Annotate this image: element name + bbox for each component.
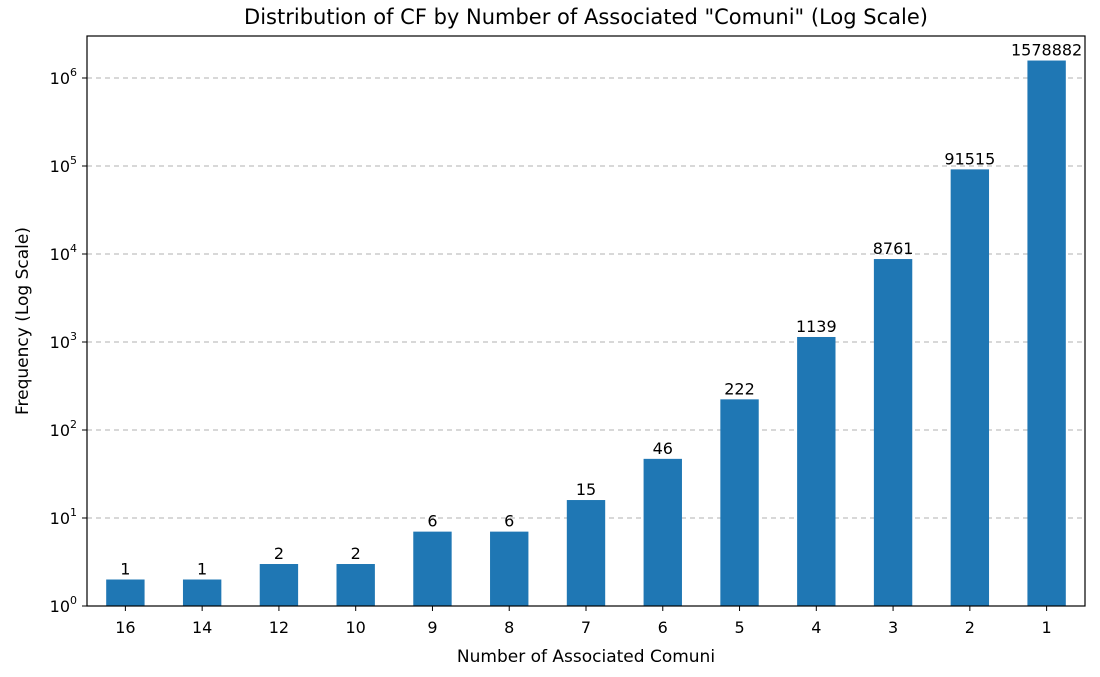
x-tick-label: 5 (734, 618, 744, 637)
bar (336, 564, 375, 606)
y-tick-label: 102 (50, 418, 77, 440)
bar (182, 579, 222, 606)
x-tick-label: 4 (811, 618, 821, 637)
x-tick-label: 14 (192, 618, 212, 637)
bar (566, 500, 606, 606)
x-axis-ticks: 16 14 12 10 9 8 7 6 5 4 3 2 1 (115, 606, 1052, 637)
bar (413, 531, 452, 606)
x-axis-title: Number of Associated Comuni (457, 647, 715, 667)
bar-value-label: 2 (274, 544, 284, 563)
bar-value-label: 6 (504, 512, 514, 531)
y-tick-label: 103 (50, 330, 77, 352)
x-tick-label: 3 (888, 618, 898, 637)
bar-value-label: 91515 (944, 149, 995, 168)
grid-lines (87, 77, 1085, 519)
x-tick-label: 8 (504, 618, 514, 637)
y-tick-label: 104 (50, 242, 77, 264)
bar-value-label: 15 (576, 480, 596, 499)
y-tick-label: 101 (50, 506, 77, 528)
x-tick-label: 9 (427, 618, 437, 637)
x-tick-label: 10 (346, 618, 366, 637)
chart-title: Distribution of CF by Number of Associat… (244, 5, 928, 29)
bar (490, 531, 529, 606)
bar (259, 564, 299, 606)
bar (1027, 60, 1066, 606)
bar-value-label: 2 (351, 544, 361, 563)
bar-value-label: 1 (197, 560, 207, 579)
bar-value-label: 1 (120, 560, 130, 579)
y-tick-label: 106 (50, 66, 77, 88)
bar-value-label: 1139 (796, 317, 837, 336)
y-tick-label: 100 (50, 594, 77, 616)
bar (797, 336, 836, 606)
bar-value-label: 8761 (873, 239, 914, 258)
bar-value-label: 46 (653, 439, 673, 458)
y-axis-ticks: 100 101 102 103 104 105 106 (50, 66, 87, 616)
x-tick-label: 12 (269, 618, 289, 637)
bar-value-label: 6 (427, 512, 437, 531)
bar (643, 458, 682, 606)
bar (720, 399, 759, 606)
x-tick-label: 7 (581, 618, 591, 637)
x-tick-label: 16 (115, 618, 135, 637)
y-axis-title: Frequency (Log Scale) (13, 227, 33, 415)
x-tick-label: 1 (1042, 618, 1052, 637)
data-labels: 1 1 2 2 6 6 15 46 222 1139 8761 91515 1578882 (120, 41, 1082, 579)
x-tick-label: 2 (965, 618, 975, 637)
bar (873, 259, 913, 606)
bar-value-label: 1578882 (1011, 41, 1082, 60)
bars (106, 60, 1066, 606)
bar-value-label: 222 (724, 379, 755, 398)
bar (950, 169, 990, 606)
y-tick-label: 105 (50, 154, 77, 176)
bar (106, 579, 145, 606)
x-tick-label: 6 (658, 618, 668, 637)
